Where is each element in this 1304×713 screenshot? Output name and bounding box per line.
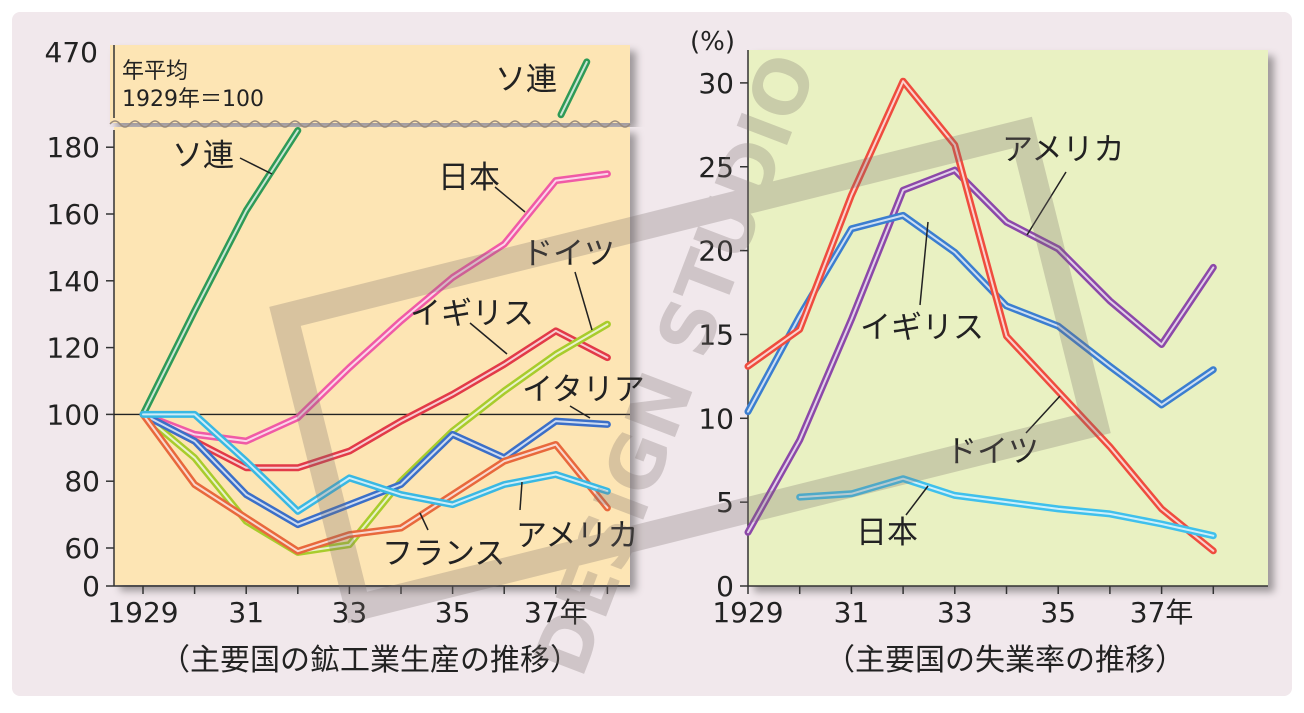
leader-italy [569, 405, 591, 419]
rp-ytick-label-10: 10 [698, 402, 734, 435]
lp-ytick-label-140: 140 [47, 265, 100, 298]
unemployment-chart-title: （主要国の失業率の推移） [825, 643, 1185, 678]
lp-series-3-uk-left-highlight [142, 329, 609, 469]
label-japan-right: 日本 [856, 515, 918, 551]
lp-xtick-label-1935: 35 [435, 596, 471, 629]
production-plot-area [114, 127, 630, 585]
label-france: フランス [382, 536, 505, 572]
break-tick-label: 470 [45, 36, 98, 69]
lp-xtick-label-1933: 33 [332, 596, 368, 629]
rp-ytick-label-20: 20 [698, 235, 734, 268]
lp-ytick-label-60: 60 [64, 532, 100, 565]
lp-series-1-ussr-highlight [560, 60, 588, 116]
rp-ytick-label-15: 15 [698, 318, 734, 351]
rp-xtick-label-1931: 31 [834, 596, 870, 629]
rp-series-0-us-right-highlight [747, 169, 1215, 534]
leader-japan-right [905, 485, 929, 516]
label-italy: イタリア [522, 372, 645, 408]
label-ussr: ソ連 [172, 138, 234, 174]
rp-xtick-label-1933: 33 [937, 596, 973, 629]
lp-series-0-ussr-highlight [142, 129, 299, 416]
label-germany: ドイツ [522, 236, 615, 272]
label-usa: アメリカ [516, 518, 638, 554]
rp-series-1-uk-right-highlight [747, 214, 1215, 413]
lp-xtick-label-1937: 37年 [524, 596, 588, 629]
rp-series-3-japan-right-highlight [798, 477, 1215, 537]
rp-ytick-label-0: 0 [716, 570, 734, 603]
lp-ytick-label-180: 180 [47, 131, 100, 164]
lp-xtick-label-1929: 1929 [107, 596, 178, 629]
leader-us-right [1026, 171, 1067, 236]
lp-series-4-germany-left-highlight [142, 323, 609, 554]
lp-series-5-italy-highlight [142, 413, 609, 526]
unemployment-leader-lines [905, 171, 1067, 516]
lp-series-7-usa-left-highlight [142, 413, 609, 513]
lp-ytick-label-100: 100 [47, 398, 100, 431]
rp-ytick-label-25: 25 [698, 151, 734, 184]
label-uk: イギリス [410, 296, 534, 332]
leader-uk [469, 322, 508, 355]
rp-xtick-label-1929: 1929 [712, 596, 783, 629]
leader-japan [494, 186, 526, 213]
rp-xtick-label-1935: 35 [1040, 596, 1076, 629]
label-ussr-upper: ソ連 [495, 62, 557, 98]
leader-usa [519, 481, 523, 511]
rp-series-2-germany-right-highlight [747, 80, 1215, 552]
leader-ussr [239, 157, 273, 175]
lp-xtick-label-1931: 31 [228, 596, 264, 629]
base-year-note-line1: 年平均 [122, 59, 188, 84]
rp-ytick-label-30: 30 [698, 67, 734, 100]
leader-france [419, 512, 429, 531]
label-uk-right: イギリス [860, 310, 984, 346]
axis-break-wave [109, 120, 631, 128]
production-chart: 年平均 1929年＝100 470 0 60 80 100 120 140 160 180 1… [45, 36, 645, 678]
production-break-box [110, 45, 630, 123]
lp-ytick-label-0: 0 [82, 570, 100, 603]
unemployment-chart: (%) 0 5 10 15 20 25 30 1929 31 33 35 37年 アメリカ イギリス… [690, 27, 1268, 678]
production-leader-lines [239, 157, 593, 531]
lp-ytick-label-80: 80 [64, 465, 100, 498]
base-year-note-line2: 1929年＝100 [122, 87, 264, 112]
leader-uk-right [919, 221, 929, 306]
unit-label-percent: (%) [690, 27, 735, 57]
lp-ytick-label-120: 120 [47, 332, 100, 365]
label-us-right: アメリカ [1002, 132, 1124, 168]
label-japan: 日本 [438, 160, 500, 196]
label-germany-right: ドイツ [946, 434, 1039, 470]
production-chart-title: （主要国の鉱工業生産の推移） [160, 643, 580, 678]
leader-germany-right [1025, 395, 1061, 434]
rp-ytick-label-5: 5 [716, 486, 734, 519]
lp-ytick-label-160: 160 [47, 198, 100, 231]
leader-germany [574, 271, 593, 331]
rp-xtick-label-1937: 37年 [1130, 596, 1194, 629]
lp-series-6-france-highlight [142, 413, 609, 553]
